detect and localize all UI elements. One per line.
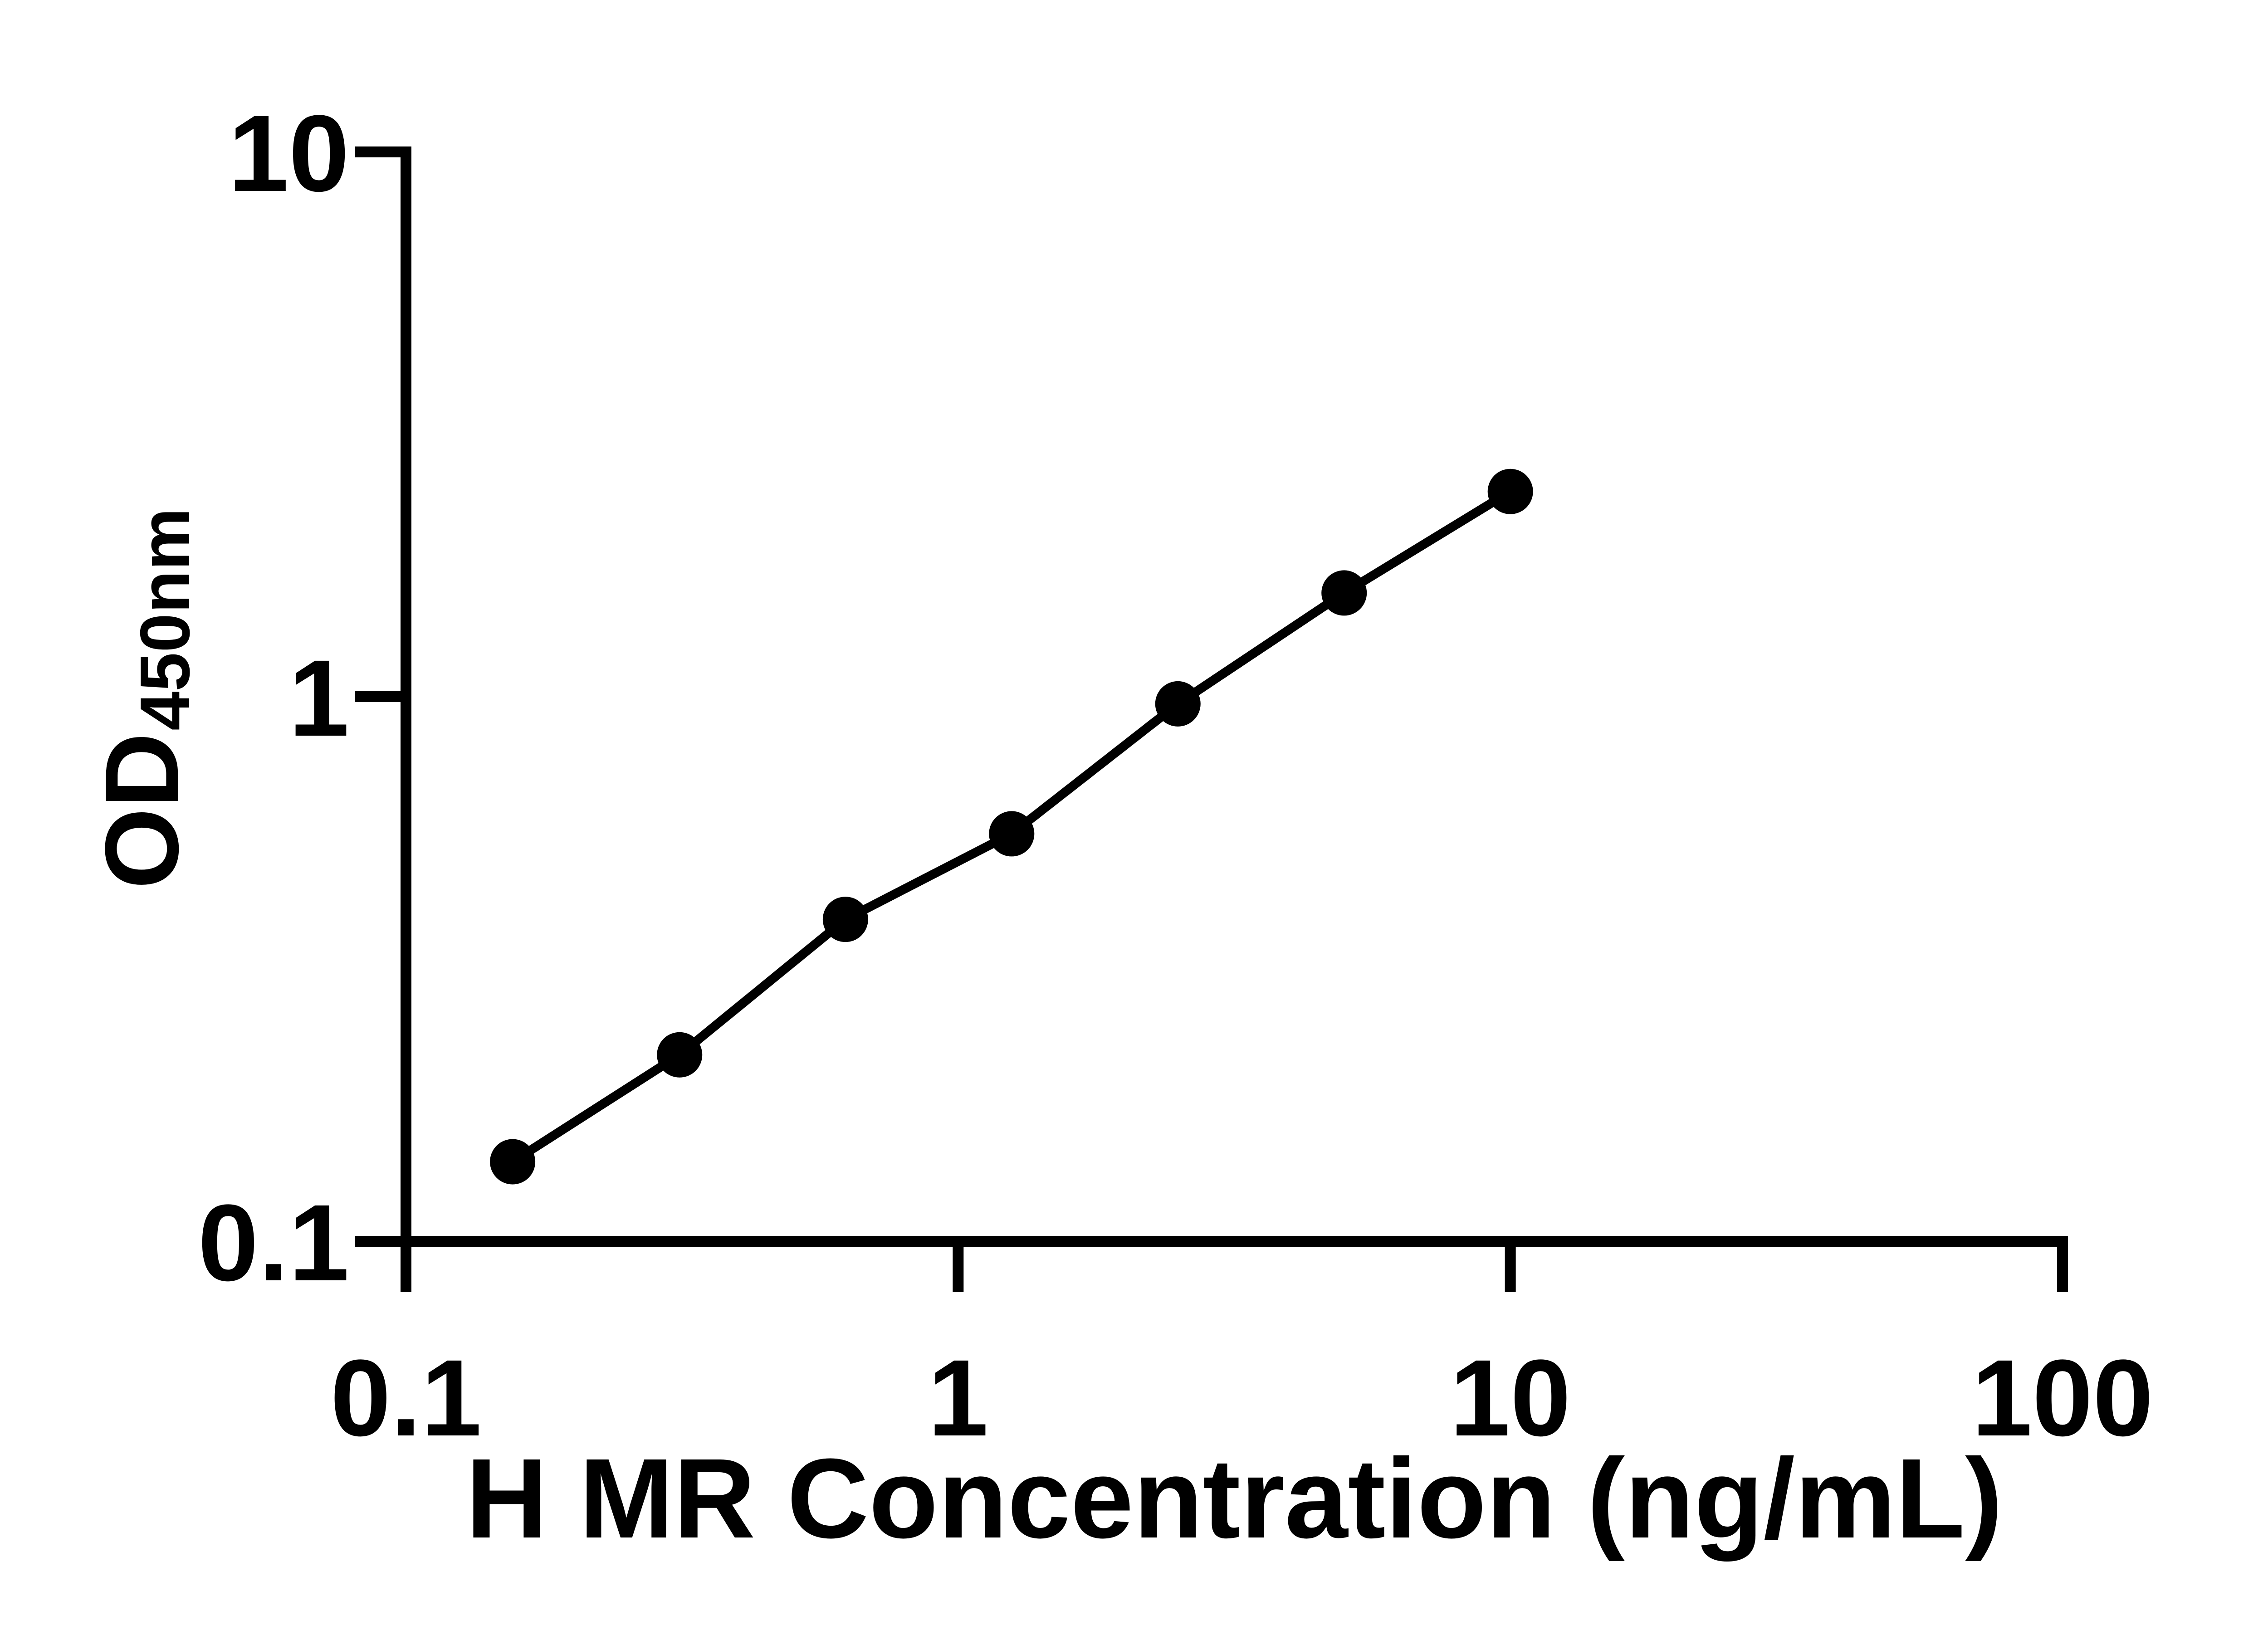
x-tick-label: 0.1: [330, 1337, 482, 1459]
data-point: [1487, 469, 1533, 514]
y-tick-label: 1: [289, 637, 349, 759]
y-axis-title-subscript: 450nm: [126, 508, 204, 731]
series-layer: [490, 469, 1533, 1185]
data-point: [490, 1139, 536, 1185]
x-tick-label: 10: [1450, 1337, 1571, 1459]
tick-layer: [355, 146, 2068, 1292]
data-point: [989, 811, 1035, 857]
data-point: [657, 1032, 703, 1078]
x-axis-title: H MR Concentration (ng/mL): [466, 1435, 2003, 1562]
data-point: [1155, 681, 1201, 727]
y-tick-label: 10: [228, 93, 349, 214]
x-tick-label: 100: [1972, 1337, 2153, 1459]
y-tick-label: 0.1: [198, 1182, 349, 1303]
x-tick-label: 1: [928, 1337, 988, 1459]
y-axis-title-main: OD: [83, 732, 200, 889]
data-point: [822, 897, 868, 942]
axes-layer: [401, 146, 2068, 1247]
tick-label-layer: 0.1 1 10 0.1 1 10 100: [198, 93, 2153, 1459]
data-point: [1321, 570, 1367, 616]
y-axis-title: OD 450nm: [83, 508, 204, 889]
